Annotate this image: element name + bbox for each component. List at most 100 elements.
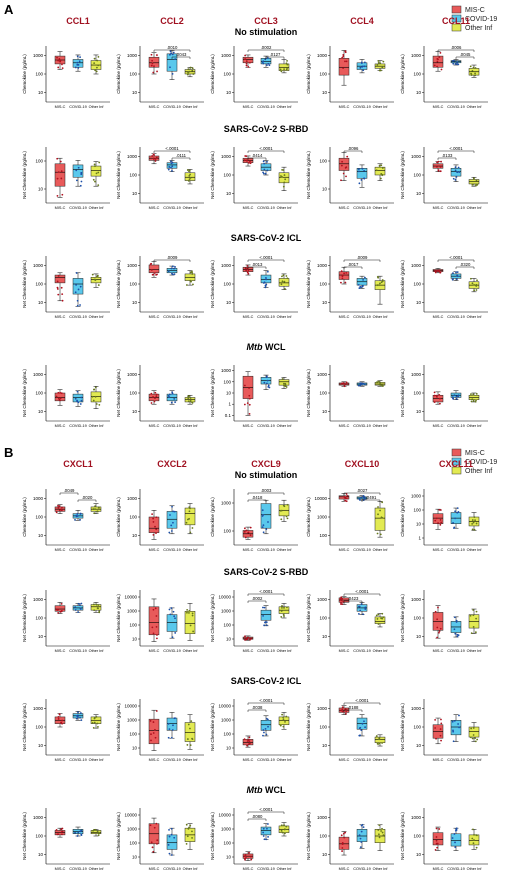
data-point (61, 830, 64, 833)
p-value-label: .0096 (348, 146, 359, 151)
data-point (61, 827, 64, 830)
data-point (283, 280, 286, 283)
data-point (341, 56, 344, 59)
data-point (264, 172, 267, 175)
x-tick-label: Other Inf (373, 867, 389, 871)
data-point (455, 395, 458, 398)
p-value-label: .0049 (64, 488, 75, 493)
data-point (186, 744, 189, 746)
y-axis-label: Net Chemokine (pg/mL) (22, 369, 27, 417)
y-tick-label: 10 (38, 409, 44, 414)
data-point (171, 53, 174, 56)
data-point (191, 614, 194, 617)
data-point (191, 527, 194, 529)
data-point (74, 606, 77, 609)
data-point (436, 165, 438, 168)
data-point (57, 66, 60, 69)
data-point (250, 858, 253, 861)
data-point (187, 68, 190, 71)
data-point (264, 58, 267, 61)
y-tick-label: 1000 (127, 154, 138, 159)
data-point (190, 720, 193, 723)
data-point (345, 60, 348, 63)
row-title: No stimulation (235, 470, 298, 480)
data-point (191, 737, 193, 740)
data-point (191, 273, 194, 275)
data-point (475, 617, 478, 620)
data-point (172, 521, 174, 524)
y-tick-label: 1000 (317, 706, 328, 711)
data-point (285, 68, 288, 71)
data-point (246, 636, 249, 639)
x-tick-label: MIS-C (243, 315, 254, 319)
p-value-label: .0009 (167, 255, 178, 260)
data-point (79, 56, 81, 59)
data-point (473, 528, 476, 531)
data-point (61, 193, 64, 196)
y-tick-label: 1 (418, 536, 421, 541)
y-tick-label: 100 (413, 282, 421, 287)
y-tick-label: 10 (38, 634, 44, 639)
y-tick-label: 1 (228, 402, 231, 407)
data-point (339, 603, 342, 605)
data-point (282, 185, 285, 188)
data-point (470, 393, 472, 396)
data-point (280, 610, 283, 612)
data-point (245, 64, 248, 67)
y-tick-label: 1000 (33, 53, 44, 58)
data-point (249, 61, 251, 64)
x-tick-label: COVID-19 (163, 105, 181, 109)
data-point (360, 61, 363, 64)
data-point (434, 718, 437, 721)
x-tick-label: Other Inf (89, 315, 105, 319)
data-point (342, 382, 345, 385)
p-value-label: .0002 (252, 596, 263, 601)
data-point (435, 517, 438, 520)
data-point (61, 719, 64, 722)
significance-bracket (77, 499, 97, 502)
data-point (173, 267, 175, 270)
data-point (189, 397, 192, 399)
p-value-label: .0003 (261, 488, 272, 493)
p-value-label: <.0001 (355, 589, 369, 594)
data-point (280, 70, 283, 73)
y-tick-label: 1000 (411, 263, 422, 268)
y-axis-label: Chemokine (pg/mL) (116, 497, 121, 537)
data-point (263, 838, 266, 841)
box-body (260, 503, 272, 529)
data-point (191, 830, 193, 833)
y-tick-label: 10 (38, 300, 44, 305)
data-point (381, 279, 384, 281)
data-point (455, 398, 458, 400)
box-body (166, 614, 178, 632)
data-point (436, 161, 438, 164)
data-point (96, 722, 99, 725)
data-point (358, 734, 361, 737)
data-point (472, 727, 475, 729)
data-point (61, 506, 63, 509)
y-tick-label: 100 (35, 515, 43, 520)
data-point (439, 397, 441, 400)
data-point (248, 403, 251, 406)
box-body (148, 56, 160, 68)
data-point (438, 508, 441, 511)
data-point (283, 174, 286, 176)
data-point (247, 66, 250, 68)
box-body (72, 59, 84, 68)
data-point (152, 153, 155, 156)
data-point (248, 740, 251, 742)
x-tick-label: Other Inf (183, 424, 199, 428)
box-body (148, 718, 160, 745)
data-point (167, 843, 170, 846)
data-point (156, 839, 159, 842)
box-body (374, 616, 386, 624)
data-point (92, 399, 95, 402)
data-point (363, 720, 365, 723)
data-point (451, 837, 454, 839)
data-point (284, 178, 287, 181)
box-body (338, 836, 350, 850)
significance-bracket (247, 709, 267, 712)
data-point (95, 70, 98, 73)
data-point (364, 497, 366, 500)
